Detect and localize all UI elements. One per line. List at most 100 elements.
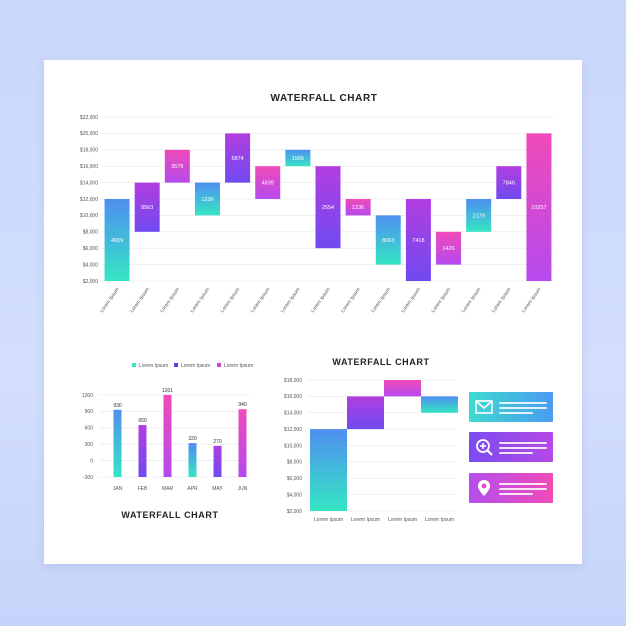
zoom-in-icon bbox=[476, 439, 493, 456]
waterfall-bar bbox=[194, 182, 220, 216]
category-label: Lorem Ipsum bbox=[351, 517, 380, 523]
bar-value-label: 2179 bbox=[473, 213, 485, 219]
category-label: Lorem Ipsum bbox=[461, 287, 483, 314]
bar-value-label: 7846 bbox=[503, 181, 515, 187]
y-tick-label: 1200 bbox=[82, 393, 93, 399]
y-tick-label: $4,000 bbox=[287, 492, 303, 498]
y-tick-label: $12,000 bbox=[284, 427, 302, 433]
bar-value-label: 940 bbox=[238, 402, 247, 408]
legend-label: Lorem Ipsum bbox=[224, 363, 253, 369]
category-label: Lorem Ipsum bbox=[400, 287, 422, 314]
small-waterfall-chart: $2,000 $4,000 $6,000 $8,000 $10,000 $12,000 $1… bbox=[284, 378, 458, 523]
category-label: Lorem Ipsum bbox=[99, 287, 121, 314]
waterfall-bar bbox=[405, 199, 431, 281]
waterfall-bar bbox=[526, 133, 552, 281]
y-tick-label: $20,000 bbox=[80, 131, 98, 137]
monthly-bar bbox=[138, 425, 147, 477]
y-tick-label: 300 bbox=[85, 442, 94, 448]
bar-value-label: 7418 bbox=[412, 238, 424, 244]
bar-value-label: 2554 bbox=[322, 205, 334, 211]
info-card-search bbox=[469, 432, 553, 462]
waterfall-bar bbox=[421, 396, 458, 413]
y-tick-label: $10,000 bbox=[284, 443, 302, 449]
category-label: Lorem Ipsum bbox=[129, 287, 151, 314]
category-label: Lorem Ipsum bbox=[250, 287, 272, 314]
y-tick-label: $12,000 bbox=[80, 197, 98, 203]
bar-value-label: 320 bbox=[188, 436, 197, 442]
info-card-email bbox=[469, 392, 553, 422]
bar-value-label: 1426 bbox=[442, 246, 454, 252]
monthly-bar-chart: 1200 900 600 300 0 -300 Lorem Ipsum Lorem Ipsum… bbox=[82, 363, 253, 492]
bar-value-label: 5874 bbox=[231, 156, 243, 162]
bar-value-label: 1236 bbox=[352, 205, 364, 211]
waterfall-bar bbox=[347, 396, 384, 430]
y-tick-label: 600 bbox=[85, 426, 94, 432]
waterfall-bar bbox=[225, 133, 251, 183]
info-card-location bbox=[469, 473, 553, 503]
y-tick-label: $16,000 bbox=[284, 394, 302, 400]
bar-value-label: 8563 bbox=[141, 205, 153, 211]
bar-value-label: 4839 bbox=[262, 181, 274, 187]
legend-swatch bbox=[217, 363, 221, 367]
waterfall-bar bbox=[496, 166, 522, 199]
waterfall-bar bbox=[375, 215, 401, 265]
category-label: Lorem Ipsum bbox=[521, 287, 543, 314]
y-tick-label: $8,000 bbox=[83, 230, 99, 236]
infographic-card: WATERFALL CHART WATERFALL CHART WATERFAL… bbox=[44, 60, 582, 564]
category-label: Lorem Ipsum bbox=[425, 517, 454, 523]
legend-label: Lorem Ipsum bbox=[139, 363, 168, 369]
y-tick-label: $2,000 bbox=[83, 279, 99, 285]
y-tick-label: $18,000 bbox=[284, 378, 302, 384]
category-label: Lorem Ipsum bbox=[340, 287, 362, 314]
top-waterfall-chart: $2,000 $4,000 $6,000 $8,000 $10,000 $12,000 $1… bbox=[80, 115, 554, 314]
monthly-bar bbox=[113, 409, 122, 477]
y-tick-label: 0 bbox=[90, 458, 93, 464]
bar-value-label: 1201 bbox=[162, 388, 173, 394]
charts-canvas: WATERFALL CHART WATERFALL CHART WATERFAL… bbox=[80, 93, 554, 523]
waterfall-bar bbox=[310, 429, 347, 511]
waterfall-bar bbox=[345, 199, 371, 216]
bar-value-label: 270 bbox=[213, 439, 222, 445]
legend-swatch bbox=[174, 363, 178, 367]
waterfall-bar bbox=[285, 149, 311, 167]
category-label: Lorem Ipsum bbox=[491, 287, 513, 314]
y-tick-label: $6,000 bbox=[83, 246, 99, 252]
waterfall-bar bbox=[255, 166, 281, 199]
y-tick-label: $16,000 bbox=[80, 164, 98, 170]
y-tick-label: $2,000 bbox=[287, 509, 303, 515]
bar-value-label: 1965 bbox=[292, 156, 304, 162]
y-tick-label: $14,000 bbox=[284, 411, 302, 417]
category-label: Lorem Ipsum bbox=[189, 287, 211, 314]
y-tick-label: 900 bbox=[85, 409, 94, 415]
legend-swatch bbox=[132, 363, 136, 367]
bar-value-label: 4659 bbox=[111, 238, 123, 244]
category-label: Lorem Ipsum bbox=[280, 287, 302, 314]
month-label: FEB bbox=[138, 486, 148, 492]
waterfall-bar bbox=[315, 166, 341, 249]
envelope-icon bbox=[475, 400, 493, 414]
waterfall-bar bbox=[104, 199, 130, 281]
legend-label: Lorem Ipsum bbox=[181, 363, 210, 369]
bar-value-label: 930 bbox=[113, 403, 122, 409]
category-label: Lorem Ipsum bbox=[310, 287, 332, 314]
y-tick-label: $4,000 bbox=[83, 262, 99, 268]
monthly-bar bbox=[238, 409, 247, 477]
month-label: MAR bbox=[162, 486, 174, 492]
bar-value-label: 8063 bbox=[382, 238, 394, 244]
y-tick-label: -300 bbox=[83, 475, 93, 481]
month-label: MAY bbox=[212, 486, 223, 492]
category-label: Lorem Ipsum bbox=[159, 287, 181, 314]
top-chart-title: WATERFALL CHART bbox=[271, 93, 378, 104]
month-label: JUN bbox=[238, 486, 248, 492]
category-label: Lorem Ipsum bbox=[431, 287, 453, 314]
location-pin-icon bbox=[478, 480, 490, 496]
y-tick-label: $22,000 bbox=[80, 115, 98, 121]
y-tick-label: $10,000 bbox=[80, 213, 98, 219]
bar-value-label: 650 bbox=[138, 418, 147, 424]
y-tick-label: $18,000 bbox=[80, 148, 98, 154]
bottom-left-chart-title: WATERFALL CHART bbox=[121, 510, 218, 520]
waterfall-bar bbox=[134, 182, 160, 232]
waterfall-bar bbox=[436, 231, 462, 265]
bar-value-label: 1236 bbox=[201, 197, 213, 203]
monthly-bar bbox=[163, 394, 172, 477]
